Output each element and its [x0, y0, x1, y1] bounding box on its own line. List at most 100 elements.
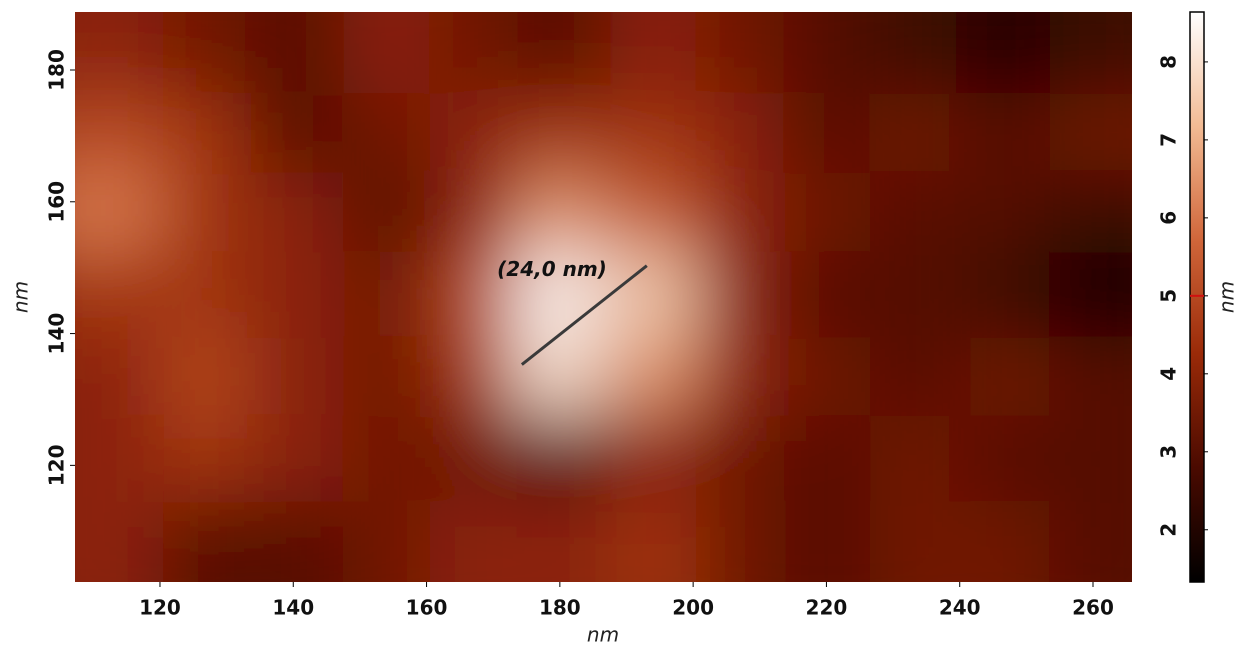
heatmap-cell: [75, 501, 164, 582]
y-tick-label: 160: [45, 181, 69, 223]
heatmap-cell: [696, 415, 784, 502]
heatmap-cell: [516, 93, 604, 179]
heatmap-cell: [256, 415, 344, 502]
heatmap-cell: [696, 12, 784, 94]
heatmap-cell: [75, 336, 164, 423]
heatmap-cell: [963, 172, 1050, 258]
heatmap-cell: [1049, 93, 1132, 179]
heatmap-cell: [783, 251, 870, 337]
heatmap-cell: [163, 93, 250, 179]
heatmap-cell: [696, 336, 784, 423]
heatmap-cell: [75, 415, 164, 502]
heatmap-cell: [429, 93, 517, 179]
heatmap-cell: [869, 251, 957, 337]
heatmap-cell: [696, 172, 784, 258]
heatmap-cell: [256, 93, 344, 179]
heatmap-cell: [343, 501, 430, 582]
heatmap-cell: [963, 93, 1050, 179]
heatmap-cell: [783, 336, 870, 423]
heatmap-cell: [963, 501, 1050, 582]
heatmap-cell: [343, 12, 430, 94]
plot-area: [75, 12, 1132, 582]
heatmap-cell: [1049, 172, 1132, 258]
heatmap-cell: [963, 251, 1050, 337]
heatmap-cell: [516, 251, 604, 337]
heatmap-cell: [429, 172, 517, 258]
heatmap-cell: [163, 172, 250, 258]
y-tick-label: 120: [45, 444, 69, 486]
heatmap-cell: [75, 172, 164, 258]
heatmap-cell: [75, 93, 164, 179]
colorbar-tick-label: 3: [1157, 445, 1181, 459]
heatmap-cell: [516, 501, 604, 582]
heatmap-cell: [963, 336, 1050, 423]
heatmap-cell: [343, 172, 430, 258]
heatmap-cell: [869, 93, 957, 179]
heatmap-cell: [516, 415, 604, 502]
heatmap-cell: [343, 251, 430, 337]
heatmap-cell: [163, 12, 250, 94]
heatmap-cell: [1049, 251, 1132, 337]
heatmap-cell: [256, 501, 344, 582]
heatmap-cell: [869, 501, 957, 582]
x-axis-label: nm: [587, 623, 619, 647]
heatmap-cell: [783, 12, 870, 94]
heatmap-cell: [163, 336, 250, 423]
colorbar-tick-label: 5: [1157, 289, 1181, 303]
heatmap: [75, 12, 1132, 582]
x-tick-label: 200: [672, 596, 714, 620]
colorbar-tick-label: 2: [1157, 523, 1181, 537]
heatmap-cell: [516, 172, 604, 258]
heatmap-cell: [696, 251, 784, 337]
measure-label: (24,0 nm): [497, 257, 607, 281]
heatmap-cell: [696, 501, 784, 582]
heatmap-cell: [609, 415, 697, 502]
heatmap-cell: [869, 12, 957, 94]
heatmap-cell: [609, 501, 697, 582]
heatmap-cell: [343, 415, 430, 502]
heatmap-cell: [429, 415, 517, 502]
heatmap-cell: [429, 501, 517, 582]
y-tick-label: 180: [45, 49, 69, 91]
colorbar: [1189, 11, 1205, 583]
heatmap-cell: [256, 12, 344, 94]
x-tick-label: 140: [272, 596, 314, 620]
heatmap-cell: [429, 251, 517, 337]
colorbar-tick-label: 7: [1157, 133, 1181, 147]
heatmap-cell: [783, 93, 870, 179]
x-tick-label: 120: [139, 596, 181, 620]
measure-line: [520, 264, 648, 366]
x-tick-label: 220: [806, 596, 848, 620]
heatmap-cell: [429, 12, 517, 94]
heatmap-cell: [696, 93, 784, 179]
colorbar-tick-label: 4: [1157, 367, 1181, 381]
heatmap-cell: [1049, 501, 1132, 582]
heatmap-cell: [963, 12, 1050, 94]
heatmap-cell: [256, 336, 344, 423]
heatmap-cell: [163, 251, 250, 337]
colorbar-label: nm: [1215, 281, 1237, 313]
heatmap-cell: [869, 336, 957, 423]
heatmap-cell: [609, 12, 697, 94]
heatmap-cell: [343, 93, 430, 179]
heatmap-cell: [516, 336, 604, 423]
y-axis-label: nm: [9, 281, 33, 313]
heatmap-cell: [783, 172, 870, 258]
heatmap-cell: [1049, 415, 1132, 502]
heatmap-cell: [963, 415, 1050, 502]
heatmap-cell: [163, 415, 250, 502]
heatmap-cell: [609, 93, 697, 179]
heatmap-cell: [163, 501, 250, 582]
x-tick-label: 180: [539, 596, 581, 620]
heatmap-cell: [516, 12, 604, 94]
heatmap-cell: [783, 415, 870, 502]
heatmap-cell: [609, 172, 697, 258]
x-tick-label: 260: [1072, 596, 1114, 620]
heatmap-cell: [609, 251, 697, 337]
heatmap-cell: [343, 336, 430, 423]
y-tick-label: 140: [45, 313, 69, 355]
heatmap-cell: [783, 501, 870, 582]
heatmap-cell: [869, 415, 957, 502]
heatmap-cell: [869, 172, 957, 258]
